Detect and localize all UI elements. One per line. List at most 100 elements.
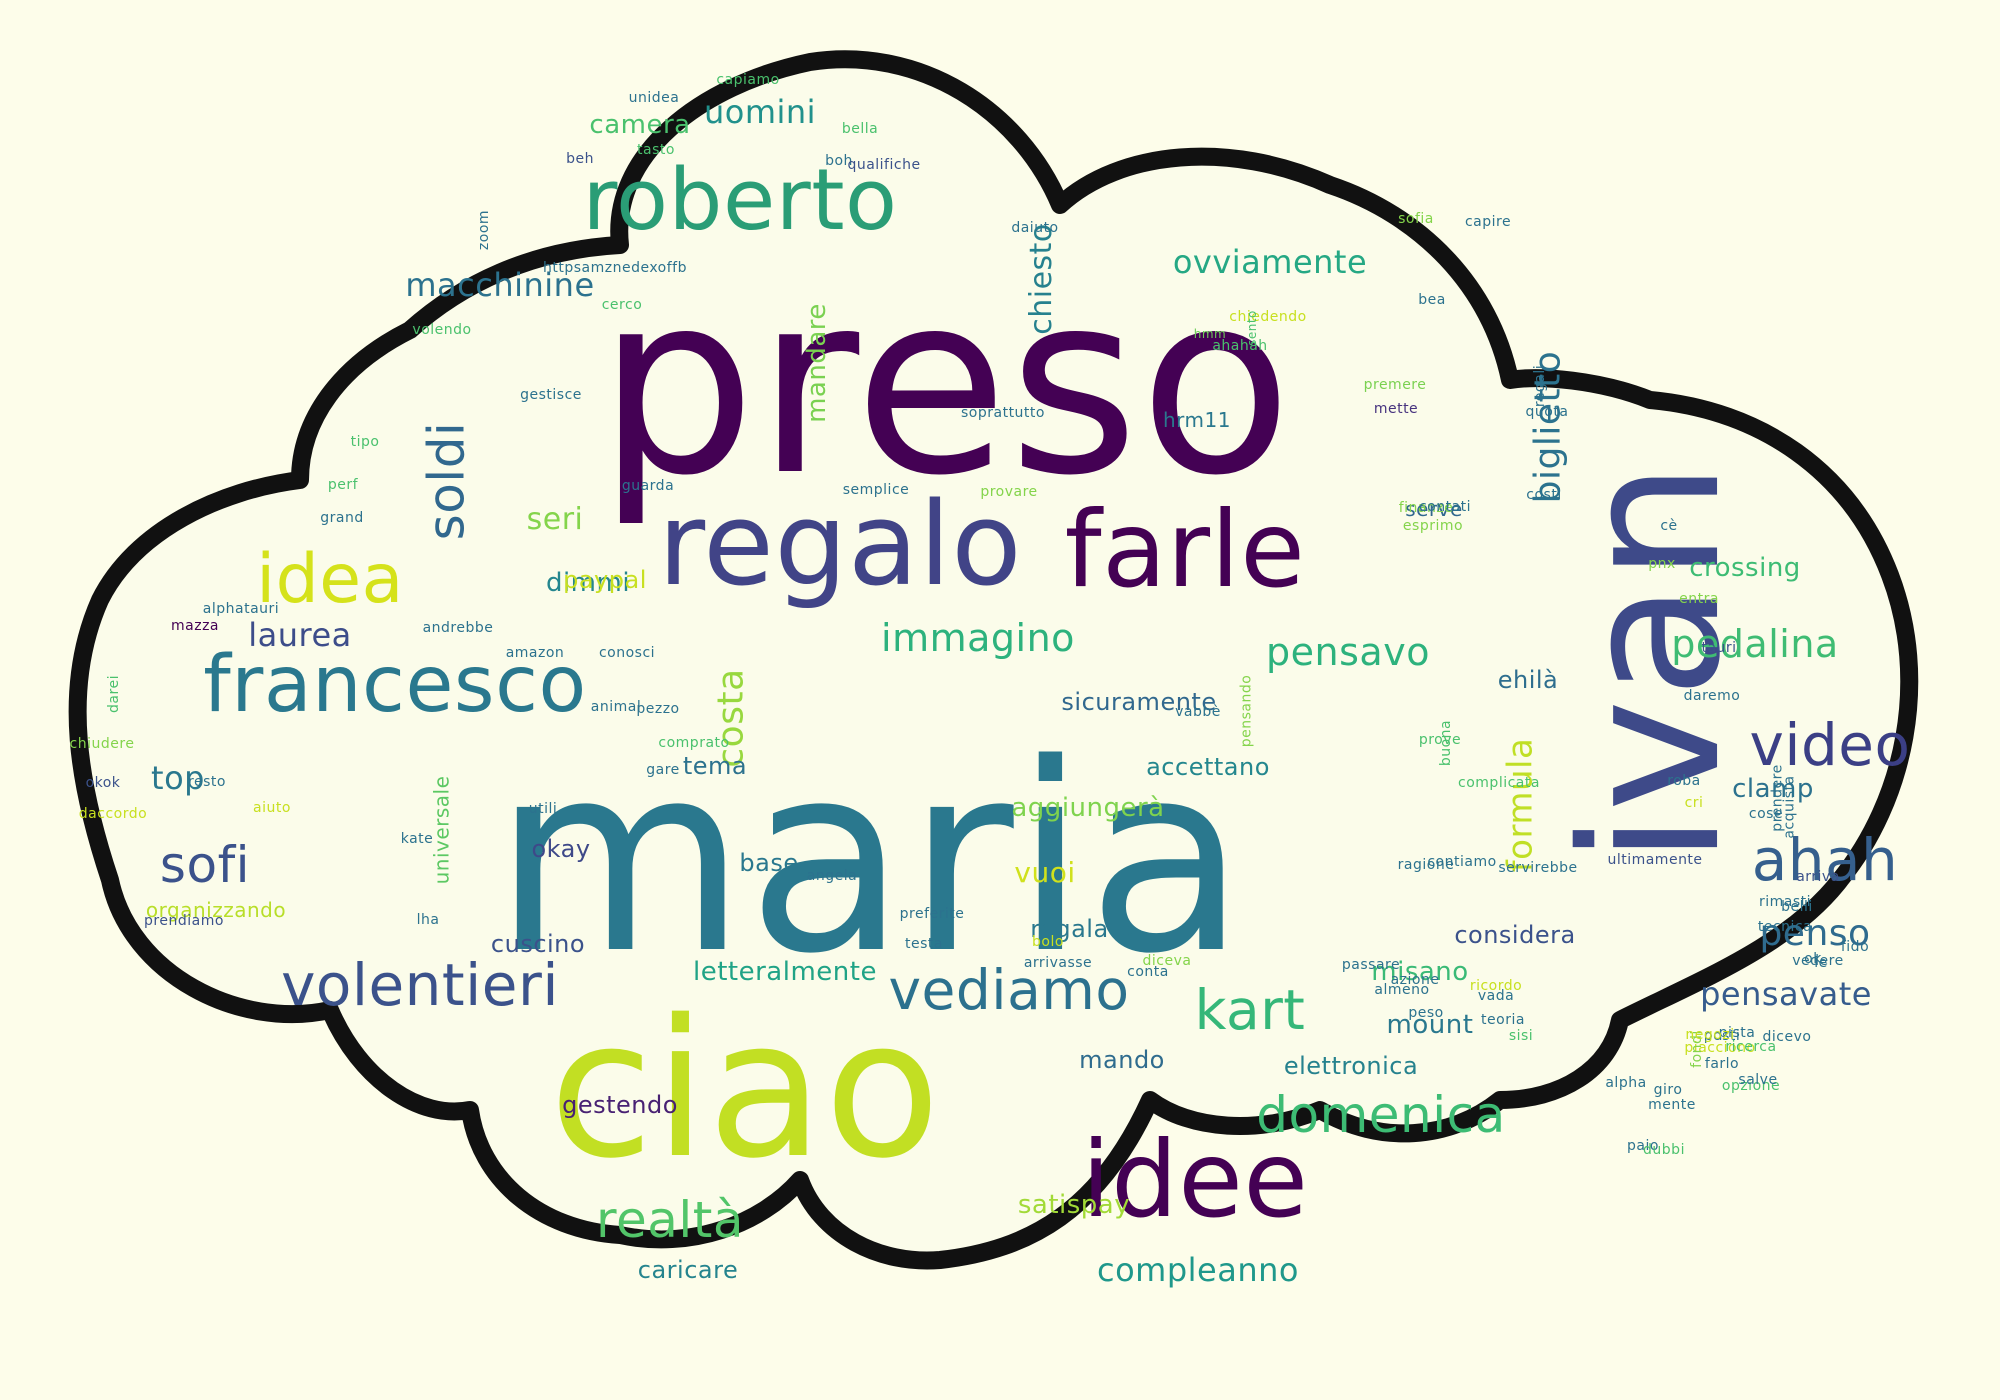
word-124: buona bbox=[1438, 719, 1455, 766]
word-74: sento bbox=[1244, 310, 1259, 346]
word-90: tipo bbox=[350, 434, 380, 450]
word-156: peso bbox=[1408, 1005, 1444, 1021]
word-113: comprato bbox=[658, 735, 730, 751]
word-132: rimasti bbox=[1758, 894, 1812, 910]
word-102: daremo bbox=[1683, 688, 1741, 704]
word-28: penso bbox=[1759, 913, 1871, 954]
word-13: vediamo bbox=[888, 957, 1130, 1022]
word-88: unidea bbox=[628, 90, 680, 106]
word-89: capiamo bbox=[716, 72, 780, 88]
word-59: base bbox=[739, 849, 799, 877]
word-104: alphatauri bbox=[202, 601, 280, 617]
word-36: chiesto bbox=[1023, 223, 1059, 335]
word-142: lha bbox=[416, 912, 440, 928]
word-151: ricordo bbox=[1469, 978, 1523, 994]
word-157: sisi bbox=[1508, 1028, 1534, 1044]
word-112: pezzo bbox=[636, 701, 680, 717]
word-155: passare bbox=[1341, 957, 1401, 973]
word-75: bea bbox=[1418, 292, 1446, 308]
word-146: bolo bbox=[1032, 934, 1064, 950]
word-97: contati bbox=[1418, 499, 1472, 515]
word-145: testa bbox=[905, 936, 943, 952]
word-12: volentieri bbox=[281, 951, 559, 1019]
word-125: ragione bbox=[1397, 857, 1455, 873]
word-115: okok bbox=[85, 775, 121, 791]
word-163: farlo bbox=[1704, 1056, 1740, 1072]
word-23: pensavo bbox=[1266, 630, 1430, 674]
word-160: alpha bbox=[1605, 1075, 1647, 1091]
word-34: dimmi bbox=[545, 568, 631, 598]
word-78: daiuto bbox=[1011, 220, 1059, 236]
word-70: regali bbox=[1532, 364, 1549, 407]
word-111: animal bbox=[590, 699, 642, 715]
word-144: preferite bbox=[899, 906, 965, 922]
word-108: conosci bbox=[598, 645, 656, 661]
word-62: costi bbox=[1526, 487, 1562, 503]
word-46: regalato bbox=[1030, 915, 1134, 943]
word-69: quota bbox=[1525, 404, 1569, 420]
word-126: contiamo bbox=[1427, 854, 1497, 870]
word-66: soprattutto bbox=[961, 405, 1045, 421]
word-38: sicuramente bbox=[1061, 688, 1217, 716]
word-7: roberto bbox=[582, 150, 898, 250]
word-6: idee bbox=[1081, 1118, 1309, 1241]
word-33: seri bbox=[526, 502, 584, 537]
word-80: volendo bbox=[412, 322, 472, 338]
word-170: posti bbox=[1703, 1028, 1741, 1044]
word-171: negozi bbox=[1685, 1027, 1735, 1043]
cloud-outline bbox=[68, 50, 1919, 1270]
word-64: hrm11 bbox=[1163, 408, 1231, 432]
word-110: chiudere bbox=[69, 736, 135, 752]
word-101: entra bbox=[1679, 591, 1719, 607]
word-119: utili bbox=[528, 801, 558, 817]
word-121: vabbè bbox=[1175, 704, 1221, 720]
word-19: ovviamente bbox=[1172, 243, 1368, 281]
word-60: tema bbox=[682, 752, 748, 780]
word-136: complicata bbox=[1458, 775, 1540, 791]
word-17: sofi bbox=[159, 836, 251, 894]
word-148: conta bbox=[1127, 964, 1169, 980]
word-94: semplice bbox=[842, 482, 910, 498]
word-161: mente bbox=[1648, 1097, 1696, 1113]
word-76: capire bbox=[1464, 214, 1512, 230]
word-22: immagino bbox=[881, 616, 1075, 660]
word-147: arrivasse bbox=[1023, 955, 1093, 971]
word-118: aiuto bbox=[253, 800, 291, 816]
word-130: acquista bbox=[1781, 775, 1798, 839]
word-8: francesco bbox=[203, 640, 587, 730]
word-2: ciao bbox=[549, 979, 941, 1200]
word-96: finanze bbox=[1398, 500, 1454, 516]
word-24: pedalina bbox=[1671, 622, 1839, 666]
word-43: vuoi bbox=[1014, 856, 1076, 889]
word-139: ok bbox=[1804, 951, 1822, 967]
word-55: universale bbox=[429, 775, 454, 884]
word-173: vedere bbox=[1792, 953, 1844, 969]
word-53: caricare bbox=[637, 1256, 739, 1284]
word-134: belli bbox=[1781, 899, 1813, 915]
word-103: tauri bbox=[1701, 640, 1737, 656]
word-152: vada bbox=[1477, 988, 1515, 1004]
word-29: misano bbox=[1371, 957, 1469, 987]
word-32: top bbox=[151, 759, 205, 797]
word-21: uomini bbox=[703, 93, 817, 131]
word-68: mette bbox=[1373, 401, 1419, 417]
word-131: tecnica bbox=[1757, 919, 1813, 935]
word-67: premere bbox=[1363, 377, 1427, 393]
word-117: daccordo bbox=[78, 806, 148, 822]
word-71: ahahah bbox=[1212, 338, 1268, 354]
word-44: aggiungerà bbox=[1011, 793, 1165, 823]
word-47: considera bbox=[1454, 921, 1576, 949]
word-158: paio bbox=[1627, 1138, 1659, 1154]
word-87: bella bbox=[841, 121, 879, 137]
word-15: realtà bbox=[596, 1191, 744, 1249]
word-1: maria bbox=[493, 709, 1247, 1011]
word-79: cerco bbox=[601, 297, 643, 313]
word-159: dubbi bbox=[1643, 1142, 1685, 1158]
word-93: guarda bbox=[621, 478, 675, 494]
word-172: dicevo bbox=[1762, 1029, 1812, 1045]
word-61: paypal bbox=[563, 566, 647, 594]
word-107: amazon bbox=[505, 645, 565, 661]
word-106: andrebbe bbox=[422, 620, 494, 636]
word-127: roba bbox=[1667, 773, 1701, 789]
